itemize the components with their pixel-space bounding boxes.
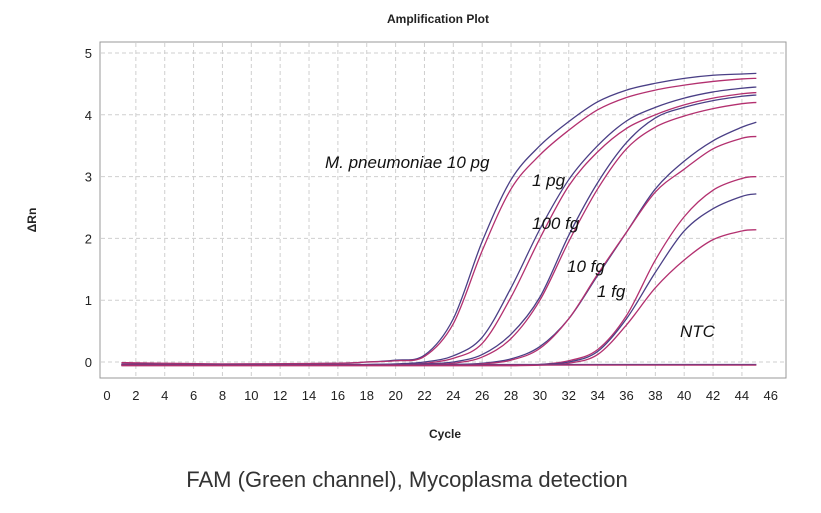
annotation-label: 1 fg	[597, 282, 626, 301]
x-tick-label: 36	[619, 388, 633, 403]
x-tick-label: 4	[161, 388, 168, 403]
amplification-curves	[121, 72, 757, 367]
annotation-label: NTC	[680, 322, 716, 341]
x-tick-label: 26	[475, 388, 489, 403]
x-tick-label: 22	[417, 388, 431, 403]
y-tick-label: 5	[85, 46, 92, 61]
annotation-label: 1 pg	[532, 171, 566, 190]
x-tick-label: 12	[273, 388, 287, 403]
y-tick-label: 4	[85, 108, 92, 123]
y-axis-label: ΔRn	[25, 208, 39, 233]
x-tick-label: 44	[735, 388, 749, 403]
x-tick-label: 28	[504, 388, 518, 403]
x-tick-label: 32	[562, 388, 576, 403]
x-tick-label: 34	[590, 388, 604, 403]
x-tick-label: 20	[388, 388, 402, 403]
figure-caption: FAM (Green channel), Mycoplasma detectio…	[186, 467, 627, 492]
x-tick-label: 6	[190, 388, 197, 403]
x-tick-label: 8	[219, 388, 226, 403]
x-tick-label: 2	[132, 388, 139, 403]
curve-annotations: M. pneumoniae 10 pg 1 pg 100 fg 10 fg 1 fg NT…	[325, 153, 716, 341]
annotation-label: 10 fg	[567, 257, 605, 276]
x-tick-labels: 0 2 4 6 8 10 12 14 16 18 20 22 24 26 28 30 32 34 36 38 40 42 4…	[103, 388, 778, 403]
x-tick-label: 18	[360, 388, 374, 403]
y-tick-label: 0	[85, 355, 92, 370]
plot-frame	[99, 41, 787, 379]
x-tick-label: 38	[648, 388, 662, 403]
x-tick-label: 46	[764, 388, 778, 403]
x-tick-label: 16	[331, 388, 345, 403]
annotation-label: 100 fg	[532, 214, 580, 233]
x-tick-label: 14	[302, 388, 316, 403]
x-tick-label: 10	[244, 388, 258, 403]
x-tick-label: 24	[446, 388, 460, 403]
amplification-curve-m-pneumoniae-10-pg-pink	[121, 77, 757, 365]
x-tick-label: 40	[677, 388, 691, 403]
chart-title: Amplification Plot	[387, 12, 489, 26]
gridlines	[101, 43, 785, 377]
annotation-label: M. pneumoniae 10 pg	[325, 153, 490, 172]
x-axis-label: Cycle	[429, 427, 461, 441]
x-tick-label: 42	[706, 388, 720, 403]
y-tick-labels: 0 1 2 3 4 5	[85, 46, 92, 370]
y-tick-label: 1	[85, 293, 92, 308]
x-tick-label: 30	[533, 388, 547, 403]
x-tick-label: 0	[103, 388, 110, 403]
y-tick-label: 3	[85, 170, 92, 185]
y-tick-label: 2	[85, 231, 92, 246]
